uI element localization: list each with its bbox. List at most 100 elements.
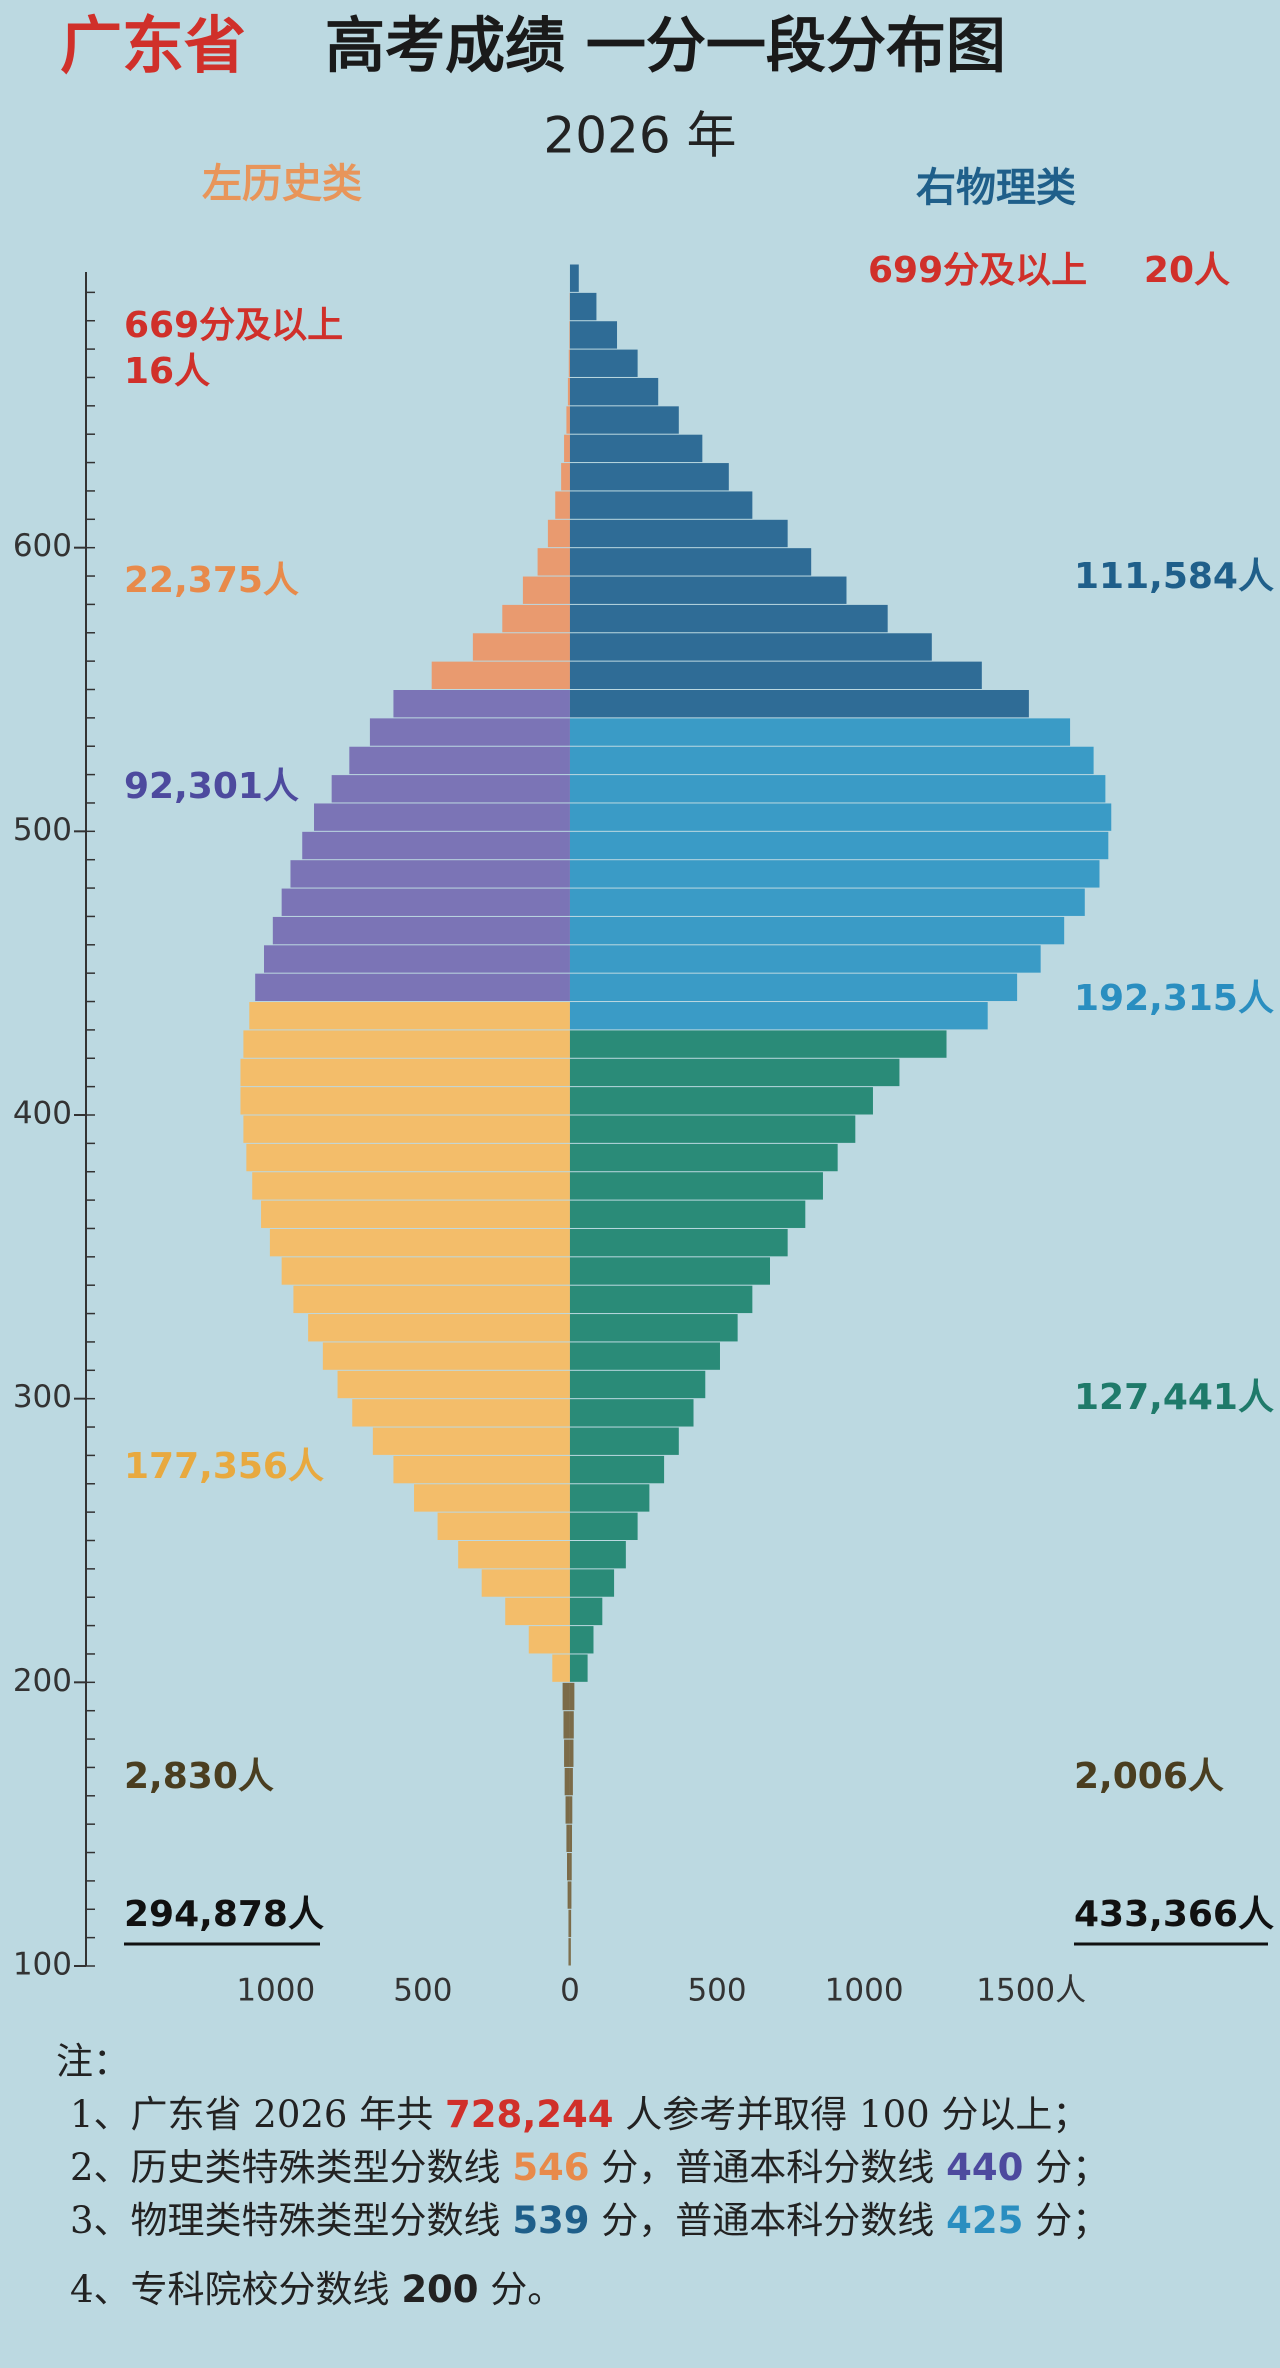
bar: [249, 1002, 570, 1030]
bar: [569, 1767, 573, 1796]
bar: [281, 888, 570, 916]
y-tick-label: 300: [13, 1379, 72, 1415]
bar: [567, 377, 570, 406]
bar: [569, 1711, 574, 1739]
label: 20人: [1144, 250, 1230, 291]
bar: [569, 321, 618, 349]
bar: [569, 519, 788, 548]
bar: [302, 831, 570, 860]
bar: [564, 1739, 570, 1767]
bar: [246, 1143, 570, 1172]
bar: [569, 1172, 823, 1200]
bar: [272, 916, 570, 945]
bar: [569, 1342, 720, 1370]
notes: 注： 1、广东省 2026 年共 728,244 人参考并取得 100 分以上；…: [56, 2035, 1109, 2316]
bar: [569, 1512, 638, 1540]
chart-title: 高考成绩 一分一段分布图: [325, 12, 1006, 82]
chart: 广东省 高考成绩 一分一段分布图 2026 年 左历史类 右物理类 669分及以…: [13, 9, 1274, 2009]
note: 3、物理类特殊类型分数线 539 分，普通本科分数线 425 分；: [56, 2194, 1109, 2247]
note-number: 728,244: [445, 2093, 614, 2136]
bar: [568, 1938, 570, 1966]
label: 177,356人: [124, 1446, 324, 1487]
bar: [569, 349, 638, 377]
note-text: 人参考并取得 100 分以上；: [613, 2093, 1090, 2136]
bar: [243, 1030, 570, 1058]
y-tick-label: 600: [13, 528, 72, 564]
bar: [569, 604, 888, 633]
y-tick-label: 200: [13, 1663, 72, 1699]
bar: [281, 1257, 570, 1285]
bar: [569, 1087, 873, 1115]
bar: [393, 690, 570, 718]
bar: [522, 576, 570, 604]
note-text: 3、物理类特殊类型分数线: [70, 2199, 513, 2242]
bar: [349, 746, 570, 775]
label: 2,830人: [124, 1756, 274, 1797]
label: 111,584人: [1074, 556, 1274, 597]
bar: [569, 690, 1029, 718]
bar: [264, 945, 570, 973]
bar: [569, 321, 570, 349]
note-text: 4、专科院校分数线: [70, 2268, 402, 2311]
note-number: 539: [512, 2199, 590, 2242]
bar: [537, 548, 570, 576]
note-number: 546: [512, 2146, 590, 2189]
bar: [569, 1569, 615, 1597]
bar: [567, 1881, 570, 1909]
bar: [243, 1115, 570, 1143]
note-text: 2、历史类特殊类型分数线: [70, 2146, 513, 2189]
bar: [308, 1314, 570, 1342]
bar: [252, 1172, 570, 1200]
bar: [569, 1200, 806, 1228]
bar: [569, 1143, 838, 1172]
bar: [569, 463, 729, 491]
x-tick-label: 1500人: [976, 1973, 1086, 2009]
bar: [255, 973, 570, 1002]
bar: [240, 1058, 570, 1087]
bar: [552, 1654, 570, 1682]
bar: [569, 1058, 900, 1087]
label: 433,366人: [1074, 1894, 1274, 1935]
bar: [569, 661, 982, 689]
bar: [569, 831, 1109, 860]
bar: [240, 1087, 570, 1115]
y-tick-label: 100: [13, 1947, 72, 1983]
note-number: 200: [401, 2268, 479, 2311]
bar: [569, 1399, 694, 1427]
x-tick-label: 500: [687, 1973, 746, 2009]
label: 127,441人: [1074, 1377, 1274, 1418]
bar: [564, 434, 570, 463]
bar: [569, 888, 1085, 916]
x-tick-label: 1000: [236, 1973, 315, 2009]
note-text: 分；: [1023, 2146, 1110, 2189]
bar: [569, 1115, 856, 1143]
bar: [569, 1739, 574, 1767]
bar: [569, 548, 812, 576]
bar: [569, 491, 753, 519]
note-text: 分；: [1023, 2199, 1110, 2242]
bar: [352, 1399, 570, 1427]
bar: [331, 775, 570, 803]
bar: [565, 1796, 570, 1824]
bar: [290, 860, 570, 888]
bar: [458, 1541, 570, 1569]
bar: [269, 1228, 570, 1257]
bar: [569, 1682, 575, 1711]
x-tick-label: 0: [560, 1973, 580, 2009]
bar: [414, 1484, 570, 1512]
bar: [566, 406, 570, 434]
bar: [528, 1626, 570, 1654]
bar: [569, 434, 703, 463]
note-number: 440: [946, 2146, 1024, 2189]
bar: [569, 292, 597, 321]
label: 16人: [124, 351, 210, 392]
subtitle: 2026 年: [543, 107, 736, 165]
bar: [569, 916, 1065, 945]
label: 192,315人: [1074, 978, 1274, 1019]
bar: [569, 377, 659, 406]
bar: [569, 1597, 603, 1626]
notes-heading: 注：: [56, 2040, 130, 2083]
label: 669分及以上: [124, 305, 343, 346]
bar: [569, 576, 847, 604]
bar: [569, 803, 1112, 831]
